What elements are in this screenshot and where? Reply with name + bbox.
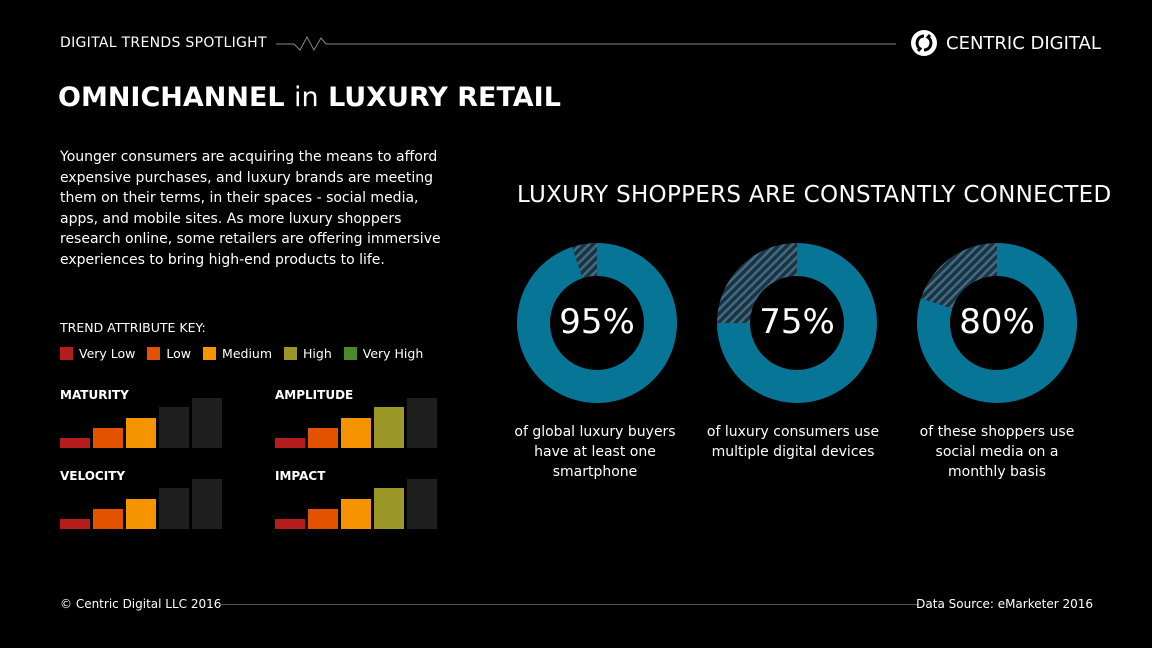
attribute-bar [192,479,222,529]
brand-name: CENTRIC DIGITAL [946,32,1101,54]
key-label: High [303,346,332,361]
attribute-bar [192,398,222,448]
key-label: Very Low [79,346,136,361]
key-swatch [203,347,217,360]
key-item: Very Low [60,346,135,361]
key-swatch [147,347,161,360]
key-swatch [284,347,298,360]
key-item: High [284,346,332,361]
attribute-maturity: MATURITY [60,388,230,448]
key-item: Low [147,346,191,361]
page-title: OMNICHANNEL in LUXURY RETAIL [58,82,561,113]
attribute-bar [93,509,123,529]
donut-caption: of global luxury buyers have at least on… [514,424,676,480]
footer-divider [219,604,919,605]
attribute-bar [159,488,189,529]
title-part: OMNICHANNEL [58,82,285,113]
donut-percent: 95% [559,302,635,342]
attribute-bar [308,428,338,448]
key-title: TREND ATTRIBUTE KEY: [60,320,206,335]
donut-percent: 75% [759,302,835,342]
data-source: Data Source: eMarketer 2016 [916,597,1093,611]
donut-remainder-segment [717,243,797,323]
attribute-bar [60,438,90,448]
attribute-bar [60,519,90,529]
attribute-bar [275,519,305,529]
donut-remainder-segment [572,243,597,279]
attribute-amplitude: AMPLITUDE [275,388,445,448]
attribute-bar [275,438,305,448]
donut-value-segment [917,243,1077,404]
attribute-bar [126,418,156,448]
attribute-bar [308,509,338,529]
centric-logo-icon [911,30,937,56]
attribute-bar [341,499,371,529]
donut-percent: 80% [959,302,1035,342]
title-part: LUXURY RETAIL [328,82,561,113]
attribute-bar [159,407,189,448]
key-label: Medium [222,346,273,361]
attribute-bar [374,407,404,448]
key-item: Medium [203,346,272,361]
key-item: Very High [343,346,424,361]
donut-caption: of these shoppers use social media on a … [919,424,1075,480]
attribute-bar [407,398,437,448]
attribute-label: MATURITY [60,388,129,402]
donut-value-segment [717,243,878,403]
key-swatch [60,347,73,360]
intro-paragraph: Younger consumers are acquiring the mean… [60,149,441,268]
attribute-bar [374,488,404,529]
attribute-velocity: VELOCITY [60,469,230,529]
attribute-bar [341,418,371,448]
key-label: Very High [362,346,424,361]
spotlight-label: DIGITAL TRENDS SPOTLIGHT [60,35,267,51]
pulse-divider [276,35,896,52]
title-part: in [294,82,319,113]
attribute-label: AMPLITUDE [275,388,354,402]
chart-title: LUXURY SHOPPERS ARE CONSTANTLY CONNECTED [517,182,1112,208]
attribute-impact: IMPACT [275,469,445,529]
key-swatch [343,347,357,360]
attribute-bar [126,499,156,529]
brand-logo: CENTRIC DIGITAL [910,29,1101,57]
attribute-label: IMPACT [275,469,326,483]
copyright: © Centric Digital LLC 2016 [60,597,222,611]
trend-key: Very Low Low Medium High Very High [60,346,423,361]
donut-value-segment [517,243,678,404]
attribute-bar [407,479,437,529]
attribute-bar [93,428,123,448]
key-label: Low [166,346,192,361]
donut-remainder-segment [920,243,997,309]
attribute-label: VELOCITY [60,469,126,483]
donut-caption: of luxury consumers use multiple digital… [706,424,880,460]
